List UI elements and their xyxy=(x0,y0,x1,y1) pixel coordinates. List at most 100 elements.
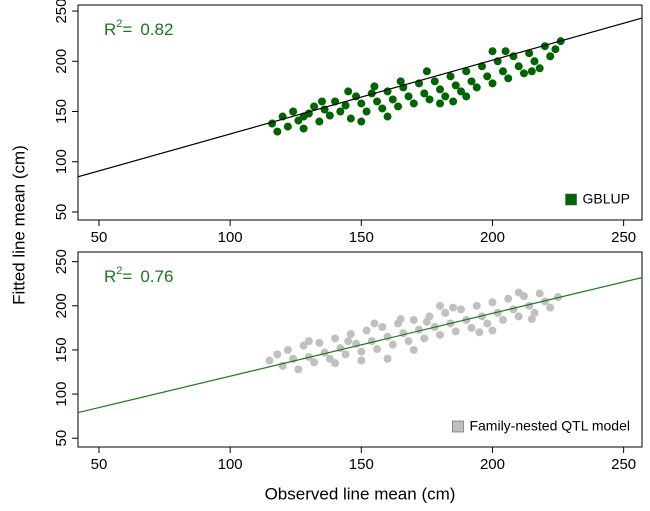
x-tick-label: 150 xyxy=(349,456,374,473)
point xyxy=(265,356,274,365)
r-prefix: R xyxy=(104,267,116,286)
x-axis-label: Observed line mean (cm) xyxy=(265,484,456,503)
point xyxy=(436,99,445,108)
r-squared: R2= 0.82 xyxy=(104,18,173,40)
point xyxy=(331,334,340,343)
x-tick-label: 100 xyxy=(218,456,243,473)
point xyxy=(315,117,324,126)
y-tick-label: 200 xyxy=(53,293,70,318)
point xyxy=(378,104,387,113)
point xyxy=(315,338,324,347)
point xyxy=(357,99,366,108)
point xyxy=(299,341,308,350)
point xyxy=(436,85,445,94)
point xyxy=(325,354,334,363)
legend-swatch xyxy=(452,420,464,433)
point xyxy=(370,319,379,328)
point xyxy=(404,92,413,101)
r-eq: = xyxy=(122,20,132,39)
point xyxy=(283,122,292,131)
point xyxy=(422,67,431,76)
point xyxy=(370,82,379,91)
point xyxy=(383,354,392,363)
point xyxy=(441,92,450,101)
point xyxy=(472,301,481,310)
point xyxy=(501,47,510,56)
point xyxy=(527,67,536,76)
point xyxy=(404,337,413,346)
point xyxy=(498,315,507,324)
y-tick-label: 250 xyxy=(53,249,70,274)
point xyxy=(420,89,429,98)
point xyxy=(514,62,523,71)
point xyxy=(394,102,403,111)
r-value: 0.82 xyxy=(140,20,173,39)
point xyxy=(396,315,405,324)
point xyxy=(467,323,476,332)
y-tick-label: 100 xyxy=(53,149,70,174)
point xyxy=(388,95,397,104)
legend-label: GBLUP xyxy=(583,191,630,207)
point xyxy=(451,81,460,90)
r-squared: R2= 0.76 xyxy=(104,265,173,287)
point xyxy=(273,127,282,136)
plot-area xyxy=(78,17,642,178)
point xyxy=(456,87,465,96)
point xyxy=(535,289,544,298)
point xyxy=(304,337,313,346)
point xyxy=(488,47,497,56)
point xyxy=(551,45,560,54)
point xyxy=(310,102,319,111)
point xyxy=(283,345,292,354)
point xyxy=(396,77,405,86)
point xyxy=(514,288,523,297)
point xyxy=(446,72,455,81)
x-tick-label: 150 xyxy=(349,229,374,246)
point xyxy=(336,107,345,116)
legend-swatch xyxy=(565,193,577,206)
point xyxy=(422,317,431,326)
point xyxy=(273,350,282,359)
x-tick-label: 100 xyxy=(218,229,243,246)
point xyxy=(488,79,497,88)
point xyxy=(294,365,303,374)
point xyxy=(430,77,439,86)
point xyxy=(504,74,513,83)
point xyxy=(344,337,353,346)
y-tick-label: 100 xyxy=(53,382,70,407)
point xyxy=(362,107,371,116)
y-tick-label: 250 xyxy=(53,0,70,24)
point xyxy=(498,67,507,76)
point xyxy=(357,356,366,365)
point xyxy=(530,308,539,317)
point xyxy=(341,101,350,110)
point xyxy=(488,298,497,307)
point xyxy=(409,315,418,324)
point xyxy=(367,89,376,98)
y-axis-label: Fitted line mean (cm) xyxy=(9,145,28,305)
point xyxy=(373,345,382,354)
point xyxy=(383,112,392,121)
x-tick-label: 250 xyxy=(611,229,636,246)
fit-line xyxy=(78,17,642,178)
point xyxy=(525,49,534,58)
point xyxy=(436,330,445,339)
point xyxy=(467,77,476,86)
point xyxy=(420,334,429,343)
point xyxy=(289,107,298,116)
point xyxy=(456,305,465,314)
y-tick-label: 50 xyxy=(53,204,70,221)
point xyxy=(331,359,340,368)
point xyxy=(441,308,450,317)
point xyxy=(415,325,424,334)
point xyxy=(344,87,353,96)
point xyxy=(475,328,484,337)
point xyxy=(504,294,513,303)
point xyxy=(409,345,418,354)
y-tick-label: 200 xyxy=(53,49,70,74)
point xyxy=(483,319,492,328)
point xyxy=(540,42,549,51)
point xyxy=(378,323,387,331)
r-eq: = xyxy=(122,267,132,286)
x-tick-label: 250 xyxy=(611,456,636,473)
